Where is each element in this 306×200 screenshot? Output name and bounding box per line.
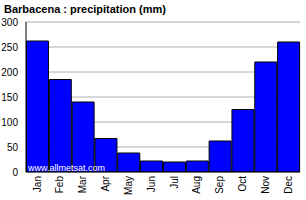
- svg-text:Dec: Dec: [283, 176, 294, 194]
- svg-text:50: 50: [7, 142, 19, 153]
- svg-text:Apr: Apr: [100, 175, 111, 191]
- svg-text:Aug: Aug: [191, 176, 202, 194]
- svg-text:Oct: Oct: [237, 176, 248, 192]
- svg-text:May: May: [123, 176, 134, 195]
- svg-text:Feb: Feb: [54, 176, 65, 194]
- svg-text:100: 100: [1, 117, 18, 128]
- svg-text:0: 0: [12, 167, 18, 178]
- svg-text:Jul: Jul: [169, 176, 180, 189]
- svg-text:250: 250: [1, 42, 18, 53]
- svg-text:Mar: Mar: [77, 175, 88, 193]
- svg-text:Nov: Nov: [260, 176, 271, 194]
- html-text:www.allmetsat.com: www.allmetsat.com: [28, 163, 105, 173]
- svg-text:200: 200: [1, 67, 18, 78]
- svg-text:150: 150: [1, 92, 18, 103]
- svg-text:300: 300: [1, 17, 18, 28]
- svg-text:Jan: Jan: [32, 176, 43, 192]
- svg-text:Jun: Jun: [146, 176, 157, 192]
- html-text:Barbacena : precipitation (mm): Barbacena : precipitation (mm): [4, 3, 166, 15]
- svg-text:Sep: Sep: [214, 176, 225, 194]
